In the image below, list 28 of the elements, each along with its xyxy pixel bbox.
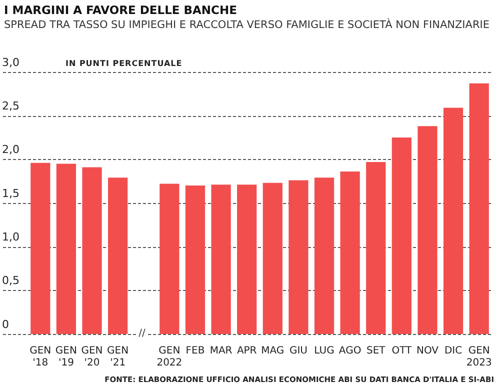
y-tick-label: 2,0 <box>2 143 20 156</box>
x-tick-label: DIC <box>444 346 462 357</box>
x-tick-label: GEN '19 <box>55 346 77 369</box>
x-tick-label: MAG <box>261 346 284 357</box>
y-tick-label: 1,0 <box>2 230 20 244</box>
x-tick-label: GEN 2022 <box>156 346 182 369</box>
y-tick-label: 3,0 <box>2 56 20 69</box>
x-tick-label: GEN '18 <box>30 346 52 369</box>
x-tick-label: GEN '20 <box>81 346 103 369</box>
x-tick-label: GEN '21 <box>107 346 129 369</box>
chart-subtitle: SPREAD TRA TASSO SU IMPIEGHI E RACCOLTA VERSO FAMIGLIE E SOCIETÀ NON FINANZIARIE <box>4 19 490 31</box>
x-tick-label: APR <box>236 346 257 357</box>
y-tick-label: 1,5 <box>2 186 20 200</box>
y-axis-title: IN PUNTI PERCENTUALE <box>65 59 182 68</box>
x-tick-label: OTT <box>392 346 413 357</box>
axis-break: // <box>138 328 146 339</box>
y-tick-label: 2,5 <box>2 100 20 113</box>
chart-title: I MARGINI A FAVORE DELLE BANCHE <box>4 3 237 17</box>
x-tick-label: MAR <box>210 346 232 357</box>
y-tick-label: 0 <box>2 318 9 331</box>
x-tick-label: SET <box>366 346 386 357</box>
x-tick-label: NOV <box>416 346 439 357</box>
y-tick-label: 0,5 <box>2 274 20 288</box>
x-tick-label: GEN 2023 <box>466 346 492 369</box>
x-tick-label: FEB <box>186 346 205 357</box>
x-tick-label: AGO <box>338 346 362 357</box>
x-tick-label: GIU <box>289 346 308 357</box>
x-tick-label: LUG <box>314 346 334 357</box>
